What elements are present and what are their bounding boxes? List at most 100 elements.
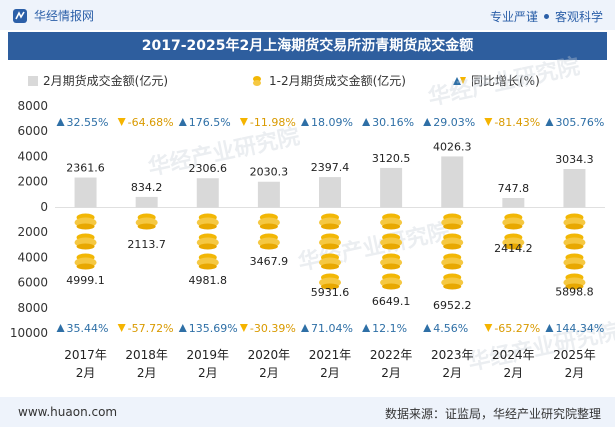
coin-stack-icon bbox=[441, 273, 464, 290]
x-tick-label: 2月 bbox=[198, 366, 218, 380]
growth-down-arrow-icon bbox=[484, 324, 493, 332]
cumulative-growth-label: 71.04% bbox=[311, 322, 353, 335]
watermark-text: 华经产业研究院 bbox=[296, 218, 452, 275]
monthly-bar bbox=[502, 198, 525, 208]
top-bar: 华经情报网 专业严谨 客观科学 bbox=[0, 0, 615, 30]
monthly-value-label: 3120.5 bbox=[372, 152, 411, 165]
y-tick-label: 6000 bbox=[17, 276, 48, 290]
coin-stack-icon bbox=[441, 253, 464, 270]
monthly-growth-label: 176.5% bbox=[189, 116, 231, 129]
legend-label-cumulative: 1-2月期货成交金额(亿元) bbox=[269, 74, 406, 88]
cumulative-growth-label: 12.1% bbox=[372, 322, 407, 335]
monthly-bar bbox=[441, 156, 464, 208]
growth-down-arrow-icon bbox=[239, 324, 248, 332]
monthly-value-label: 747.8 bbox=[498, 182, 530, 195]
growth-down-arrow-icon bbox=[117, 118, 126, 126]
growth-up-arrow-icon bbox=[56, 118, 65, 126]
y-tick-label: 4000 bbox=[17, 149, 48, 163]
x-tick-label: 2022年 bbox=[370, 348, 413, 362]
x-tick-label: 2020年 bbox=[248, 348, 291, 362]
brand[interactable]: 华经情报网 bbox=[12, 7, 94, 24]
legend-item-monthly[interactable]: 2月期货成交金额(亿元) bbox=[28, 72, 168, 89]
x-tick-label: 2021年 bbox=[309, 348, 352, 362]
monthly-bar bbox=[135, 196, 158, 208]
coin-stack-icon bbox=[74, 213, 97, 230]
x-tick-label: 2月 bbox=[320, 366, 340, 380]
y-tick-label: 2000 bbox=[17, 225, 48, 239]
coin-stack-icon bbox=[196, 213, 219, 230]
legend-item-growth[interactable]: 同比增长(%) bbox=[452, 72, 540, 89]
monthly-value-label: 2397.4 bbox=[311, 161, 350, 174]
x-tick-label: 2月 bbox=[259, 366, 279, 380]
monthly-value-label: 2361.6 bbox=[66, 162, 105, 175]
coin-stack-icon bbox=[319, 273, 341, 290]
cumulative-growth-label: 144.34% bbox=[555, 322, 604, 335]
growth-up-arrow-icon bbox=[362, 118, 371, 126]
monthly-growth-label: 29.03% bbox=[433, 116, 475, 129]
cumulative-growth-label: -57.72% bbox=[128, 322, 174, 335]
chart-legend: 2月期货成交金额(亿元) 1-2月期货成交金额(亿元) 同比增长(%) bbox=[0, 72, 615, 90]
watermark-text: 华经产业研究院 bbox=[426, 53, 582, 110]
coin-stack-icon bbox=[380, 253, 403, 270]
growth-down-arrow-icon bbox=[484, 118, 493, 126]
cumulative-growth-label: 135.69% bbox=[189, 322, 238, 335]
growth-up-arrow-icon bbox=[423, 118, 432, 126]
cumulative-value-label: 3467.9 bbox=[250, 255, 289, 268]
coin-stack-icon bbox=[196, 233, 219, 250]
y-tick-label: 0 bbox=[40, 200, 48, 214]
x-tick-label: 2024年 bbox=[492, 348, 535, 362]
x-tick-label: 2月 bbox=[76, 366, 96, 380]
cumulative-value-label: 2414.2 bbox=[494, 242, 533, 255]
cumulative-value-label: 5898.8 bbox=[555, 286, 594, 299]
legend-label-growth: 同比增长(%) bbox=[471, 74, 540, 88]
footer-source: 数据来源：证监局，华经产业研究院整理 bbox=[384, 407, 601, 421]
legend-item-cumulative[interactable]: 1-2月期货成交金额(亿元) bbox=[250, 72, 406, 89]
monthly-growth-label: -11.98% bbox=[250, 116, 296, 129]
y-tick-label: 6000 bbox=[17, 124, 48, 138]
monthly-value-label: 3034.3 bbox=[555, 153, 594, 166]
y-tick-label: 10000 bbox=[10, 326, 48, 340]
x-tick-label: 2018年 bbox=[125, 348, 168, 362]
x-tick-label: 2025年 bbox=[553, 348, 596, 362]
growth-up-arrow-icon bbox=[301, 118, 309, 126]
monthly-bar bbox=[563, 169, 586, 208]
x-tick-label: 2023年 bbox=[431, 348, 474, 362]
coin-stack-icon bbox=[502, 233, 525, 250]
x-tick-label: 2月 bbox=[442, 366, 462, 380]
cumulative-growth-label: -30.39% bbox=[250, 322, 296, 335]
chart-canvas: 华经产业研究院华经产业研究院华经产业研究院华经产业研究院800060004000… bbox=[10, 53, 615, 380]
x-tick-label: 2月 bbox=[137, 366, 157, 380]
y-tick-label: 8000 bbox=[17, 99, 48, 113]
monthly-value-label: 2030.3 bbox=[250, 166, 289, 179]
coin-stack-icon bbox=[74, 233, 97, 250]
monthly-value-label: 2306.6 bbox=[189, 162, 228, 175]
coin-stack-icon bbox=[253, 75, 261, 86]
growth-up-arrow-icon bbox=[178, 118, 187, 126]
cumulative-value-label: 6649.1 bbox=[372, 295, 411, 308]
coin-stack-icon bbox=[563, 253, 586, 270]
growth-up-arrow-icon bbox=[545, 324, 554, 332]
brand-name: 华经情报网 bbox=[34, 9, 95, 23]
separator-dot-icon bbox=[543, 14, 549, 19]
coin-stack-icon bbox=[319, 233, 341, 250]
y-tick-label: 4000 bbox=[17, 250, 48, 264]
coin-stack-icon bbox=[257, 233, 280, 250]
coin-stack-icon bbox=[257, 213, 280, 230]
bar-swatch-icon bbox=[28, 75, 38, 86]
monthly-growth-label: 32.55% bbox=[67, 116, 109, 129]
coin-stack-icon bbox=[196, 253, 219, 270]
x-tick-label: 2月 bbox=[504, 366, 524, 380]
cumulative-growth-label: 35.44% bbox=[67, 322, 109, 335]
coin-stack-icon bbox=[74, 253, 97, 270]
cumulative-value-label: 2113.7 bbox=[127, 238, 166, 251]
footer-url[interactable]: www.huaon.com bbox=[18, 405, 118, 419]
growth-down-arrow-icon bbox=[117, 324, 126, 332]
cumulative-value-label: 4981.8 bbox=[189, 274, 228, 287]
x-tick-label: 2月 bbox=[381, 366, 401, 380]
monthly-bar bbox=[74, 177, 97, 208]
monthly-growth-label: -81.43% bbox=[494, 116, 540, 129]
monthly-growth-label: 305.76% bbox=[555, 116, 604, 129]
growth-up-arrow-icon bbox=[423, 324, 432, 332]
cumulative-value-label: 6952.2 bbox=[433, 299, 472, 312]
tagline-left: 专业严谨 bbox=[489, 10, 538, 24]
